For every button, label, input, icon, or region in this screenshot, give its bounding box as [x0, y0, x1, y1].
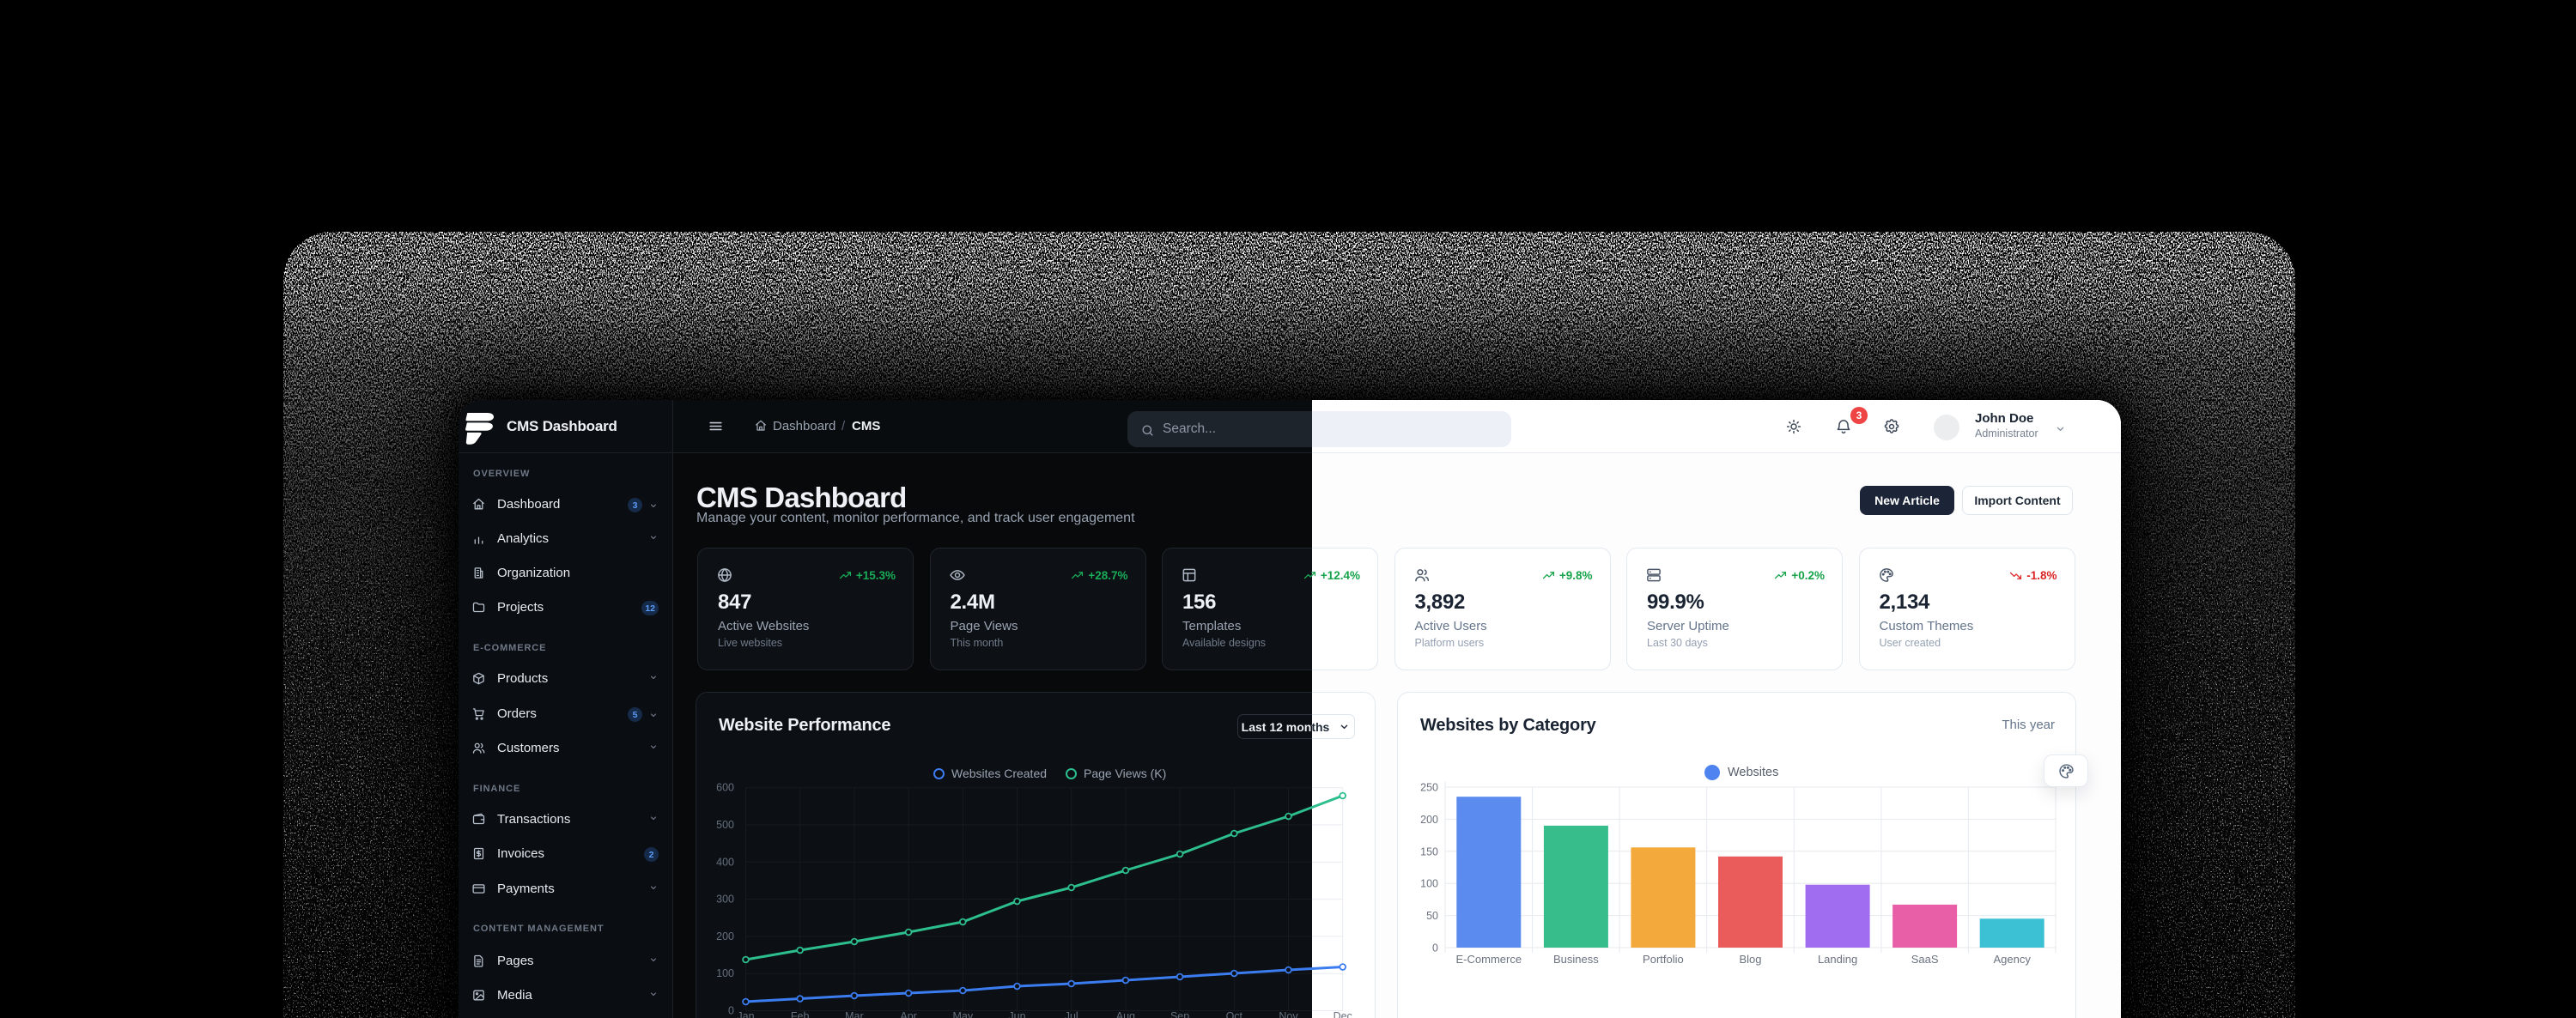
- svg-text:Mar: Mar: [845, 1010, 864, 1018]
- svg-text:Dec: Dec: [1334, 1010, 1352, 1018]
- svg-text:Aug: Aug: [1116, 1010, 1135, 1018]
- svg-text:Jul: Jul: [1065, 1010, 1078, 1018]
- svg-text:600: 600: [716, 782, 734, 794]
- svg-text:Nov: Nov: [1279, 1010, 1298, 1018]
- svg-text:150: 150: [1420, 845, 1438, 857]
- svg-text:Agency: Agency: [1994, 953, 2032, 966]
- svg-text:400: 400: [716, 856, 734, 868]
- svg-text:250: 250: [1420, 782, 1438, 794]
- svg-text:Feb: Feb: [791, 1010, 810, 1018]
- svg-text:Jun: Jun: [1008, 1010, 1025, 1018]
- svg-text:100: 100: [1420, 878, 1438, 890]
- svg-text:50: 50: [1426, 910, 1438, 922]
- svg-text:500: 500: [716, 819, 734, 831]
- svg-text:0: 0: [728, 1005, 734, 1017]
- svg-text:Sep: Sep: [1170, 1010, 1189, 1018]
- svg-text:Oct: Oct: [1226, 1010, 1243, 1018]
- svg-text:May: May: [952, 1010, 973, 1018]
- svg-text:SaaS: SaaS: [1911, 953, 1939, 966]
- svg-text:300: 300: [716, 894, 734, 906]
- svg-text:Blog: Blog: [1739, 953, 1761, 966]
- svg-text:Portfolio: Portfolio: [1643, 953, 1684, 966]
- svg-text:Business: Business: [1553, 953, 1599, 966]
- svg-text:100: 100: [716, 967, 734, 979]
- svg-text:Jan: Jan: [737, 1010, 754, 1018]
- svg-text:200: 200: [716, 930, 734, 942]
- svg-text:E-Commerce: E-Commerce: [1456, 953, 1522, 966]
- svg-text:Landing: Landing: [1818, 953, 1857, 966]
- svg-text:0: 0: [1432, 942, 1438, 954]
- svg-text:200: 200: [1420, 814, 1438, 826]
- svg-text:Apr: Apr: [900, 1010, 916, 1018]
